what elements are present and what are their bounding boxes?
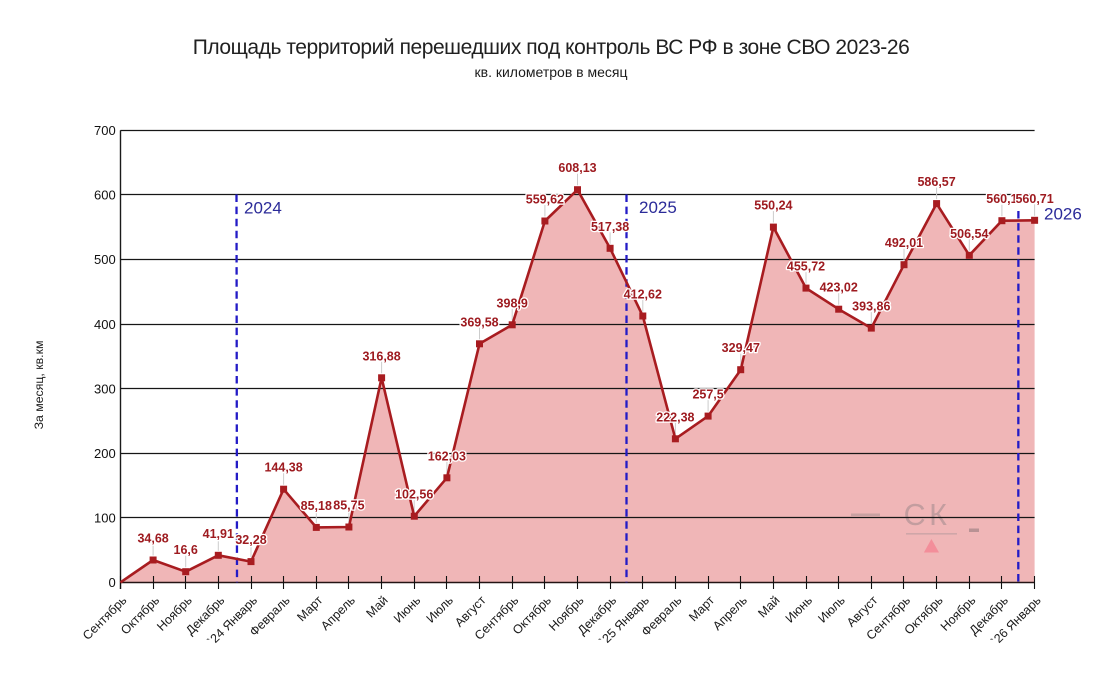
svg-text:257,5: 257,5 [692,388,723,402]
svg-text:455,72: 455,72 [787,260,825,274]
svg-text:2025: 2025 [639,198,677,217]
svg-text:За месяц, кв.км: За месяц, кв.км [32,341,46,430]
svg-text:608,13: 608,13 [558,161,596,175]
svg-text:85,18: 85,18 [301,499,332,513]
svg-text:2026: 2026 [1044,205,1082,224]
svg-text:517,38: 517,38 [591,220,629,234]
svg-text:412,62: 412,62 [624,288,662,302]
svg-text:369,58: 369,58 [460,315,498,329]
svg-text:586,57: 586,57 [917,175,955,189]
svg-text:0: 0 [108,575,115,590]
svg-text:200: 200 [94,446,116,461]
svg-text:41,91: 41,91 [203,527,234,541]
svg-text:560,1: 560,1 [986,192,1017,206]
svg-text:100: 100 [94,511,116,526]
svg-text:492,01: 492,01 [885,236,923,250]
svg-text:393,86: 393,86 [852,300,890,314]
svg-text:423,02: 423,02 [820,281,858,295]
svg-text:600: 600 [94,188,116,203]
svg-text:316,88: 316,88 [362,349,400,363]
svg-text:кв. километров в месяц: кв. километров в месяц [475,64,628,80]
svg-text:Площадь территорий перешедших: Площадь территорий перешедших под контро… [193,36,910,59]
svg-text:144,38: 144,38 [264,461,302,475]
svg-text:400: 400 [94,317,116,332]
svg-text:102,56: 102,56 [395,488,433,502]
svg-text:506,54: 506,54 [950,227,988,241]
svg-text:300: 300 [94,381,116,396]
svg-text:329,47: 329,47 [722,341,760,355]
svg-text:700: 700 [94,123,116,138]
svg-text:16,6: 16,6 [174,543,198,557]
svg-text:СК: СК [904,498,951,532]
svg-text:2024: 2024 [244,199,282,218]
svg-text:162,03: 162,03 [428,449,466,463]
svg-text:398,9: 398,9 [497,296,528,310]
svg-text:550,24: 550,24 [754,199,792,213]
svg-text:85,75: 85,75 [333,499,364,513]
svg-text:222,38: 222,38 [656,410,694,424]
svg-text:560,71: 560,71 [1015,192,1053,206]
svg-text:34,68: 34,68 [137,532,168,546]
svg-text:559,62: 559,62 [526,193,564,207]
svg-text:500: 500 [94,252,116,267]
svg-text:32,28: 32,28 [235,533,266,547]
